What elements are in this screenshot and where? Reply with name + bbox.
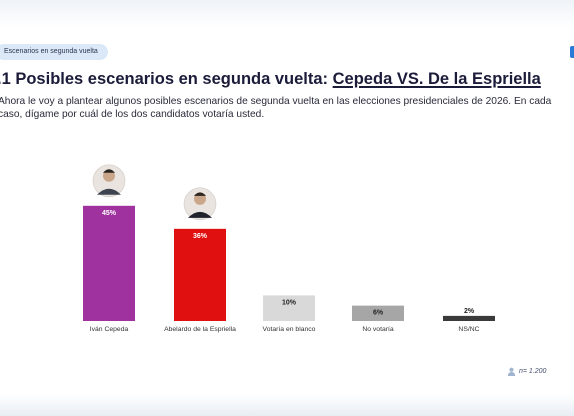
data-label-4: 6% — [373, 310, 384, 317]
category-label-2: Abelardo de la Espriella — [164, 326, 236, 333]
page-title: .1 Posibles escenarios en segunda vuelta… — [0, 70, 571, 89]
category-label-3: Votaría en blanco — [263, 326, 316, 333]
bar-1 — [83, 205, 135, 321]
category-label-4: No votaría — [362, 326, 394, 333]
avatar-icon — [92, 164, 126, 198]
sample-size-label: n= 1.200 — [519, 368, 547, 375]
title-emphasis: Cepeda VS. De la Espriella — [332, 70, 541, 88]
person-icon — [507, 367, 516, 376]
footer-band — [0, 394, 574, 416]
bar-5 — [443, 315, 495, 321]
data-label-5: 2% — [464, 308, 475, 315]
data-label-2: 36% — [193, 233, 208, 240]
bar-4 — [352, 305, 404, 321]
title-prefix: .1 Posibles escenarios en segunda vuelta… — [0, 70, 333, 88]
category-label-1: Iván Cepeda — [90, 326, 129, 333]
sample-size: n= 1.200 — [507, 367, 546, 376]
nav-edge-tab[interactable] — [570, 46, 574, 58]
section-pill: Escenarios en segunda vuelta — [0, 44, 108, 60]
bar-2 — [174, 228, 226, 321]
header-background — [0, 0, 574, 28]
data-label-1: 45% — [102, 210, 117, 217]
bar-3 — [263, 295, 315, 321]
avatar-icon — [183, 187, 217, 221]
question-text: Ahora le voy a plantear algunos posibles… — [0, 96, 552, 120]
bar-chart: 45% Iván Cepeda 36% Abelardo de la Espriell… — [83, 164, 495, 333]
data-label-3: 10% — [282, 299, 297, 306]
category-label-5: NS/NC — [458, 326, 479, 333]
